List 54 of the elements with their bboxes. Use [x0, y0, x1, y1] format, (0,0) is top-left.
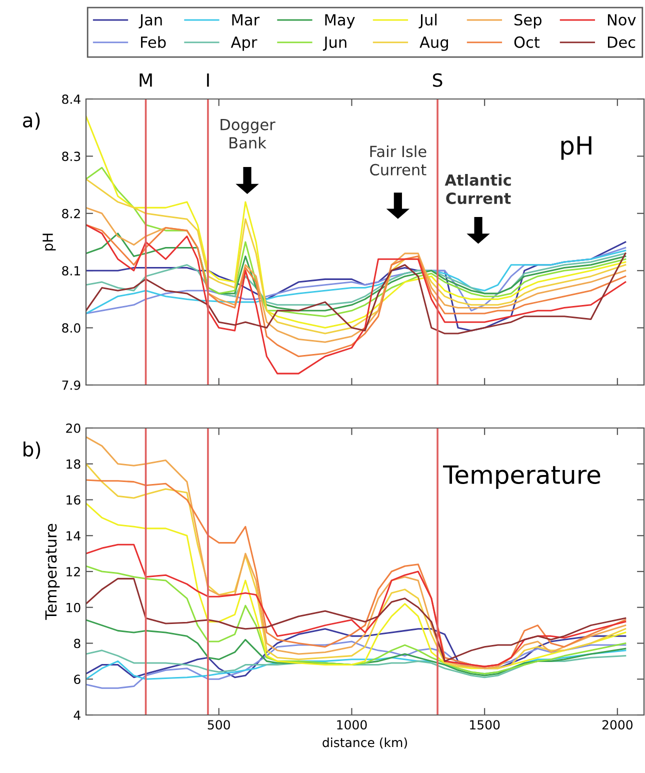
y-tick-label: 7.9: [62, 380, 80, 390]
x-tick-label: 2000: [602, 720, 633, 730]
legend-label: Feb: [141, 36, 166, 48]
line-series: [86, 578, 626, 662]
legend-label: Apr: [230, 36, 258, 51]
annotation: Fair Isle Current: [370, 145, 426, 176]
ref-line-label: I: [207, 74, 209, 87]
y-tick-label: 8.4: [62, 94, 80, 104]
y-tick-label: 6: [74, 674, 80, 684]
line-series: [86, 565, 626, 675]
line-series: [86, 628, 626, 678]
y-tick-label: 14: [66, 531, 80, 540]
y-tick-label: 4: [74, 710, 80, 720]
x-tick-label: 500: [208, 720, 230, 730]
annotation: Dogger Bank: [220, 118, 276, 149]
x-axis-title: distance (km): [322, 738, 407, 749]
annotation: pH: [561, 136, 592, 160]
y-tick-label: 16: [66, 495, 80, 505]
legend-label: Jun: [322, 36, 346, 51]
legend-label: Mar: [232, 14, 260, 26]
line-series: [86, 115, 626, 329]
legend-label: Nov: [608, 14, 636, 26]
y-tick-label: 10: [66, 602, 80, 612]
line-series: [86, 640, 626, 689]
legend-label: May: [325, 14, 355, 29]
y-axis-title: pH: [42, 234, 56, 250]
annotation: Temperature: [443, 465, 600, 489]
line-series: [86, 232, 626, 312]
legend-label: Oct: [514, 36, 540, 48]
annotation: Atlantic Current: [444, 174, 511, 204]
line-series: [86, 619, 626, 676]
line-series: [86, 252, 626, 306]
y-tick-label: 18: [66, 459, 80, 469]
y-tick-label: 20: [66, 423, 80, 433]
text: a): [22, 112, 40, 130]
legend-label: Aug: [420, 36, 448, 51]
y-axis-title: Temperature: [45, 524, 60, 620]
ref-line-label: S: [433, 73, 442, 87]
x-tick-label: 1500: [470, 720, 500, 730]
line-series: [86, 544, 626, 668]
y-tick-label: 12: [66, 566, 80, 576]
legend-label: Dec: [608, 36, 636, 48]
legend-label: Jul: [418, 14, 437, 28]
ref-line-label: M: [140, 74, 152, 87]
legend-label: Sep: [514, 14, 542, 29]
y-tick-label: 8.1: [62, 266, 80, 276]
x-tick-label: 1000: [337, 720, 367, 730]
y-tick-label: 8: [74, 638, 80, 648]
legend-label: Jan: [138, 14, 162, 28]
line-series: [86, 252, 626, 334]
y-tick-label: 8.2: [62, 208, 80, 218]
text: b): [24, 442, 40, 459]
y-tick-label: 8.0: [62, 323, 80, 333]
y-tick-label: 8.3: [62, 152, 80, 162]
